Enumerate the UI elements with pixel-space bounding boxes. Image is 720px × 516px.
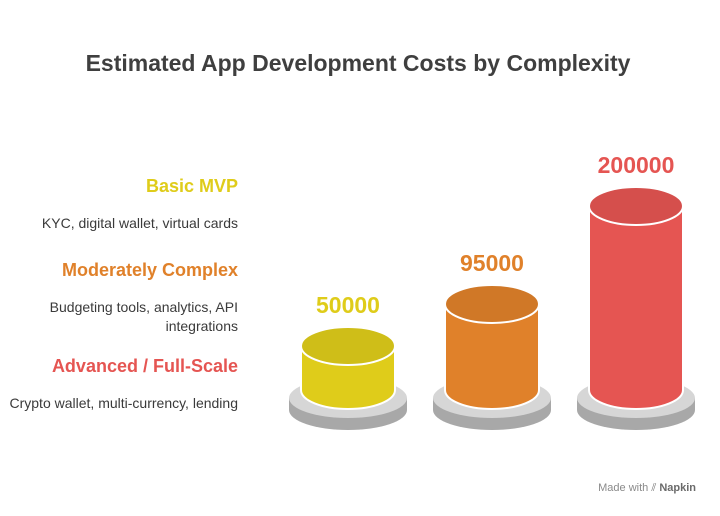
legend-desc-moderate: Budgeting tools, analytics, API integrat… [49,299,238,334]
chart-title: Estimated App Development Costs by Compl… [85,50,631,76]
bar [589,206,683,390]
credit: Made with ⫽ Napkin [598,482,696,495]
legend-desc-basic: KYC, digital wallet, virtual cards [41,215,238,231]
legend-item-advanced: Advanced / Full-Scale Crypto wallet, mul… [8,356,239,413]
legend-label-basic: Basic MVP [145,176,238,196]
legend-label-advanced: Advanced / Full-Scale [51,356,238,376]
bar-top [588,186,684,226]
data-label: 50000 [316,292,380,318]
data-label: 200000 [598,152,675,178]
bar-top [300,326,396,366]
legend-desc-advanced: Crypto wallet, multi-currency, lending [9,395,239,411]
credit-text: Made with [598,482,649,494]
napkin-icon: ⫽ [651,482,657,494]
legend-item-basic: Basic MVP KYC, digital wallet, virtual c… [8,176,238,233]
bar-top [444,284,540,324]
data-label: 95000 [460,250,524,276]
legend-item-moderate: Moderately Complex Budgeting tools, anal… [8,260,238,336]
credit-brand: Napkin [659,482,696,494]
legend-label-moderate: Moderately Complex [61,260,238,280]
